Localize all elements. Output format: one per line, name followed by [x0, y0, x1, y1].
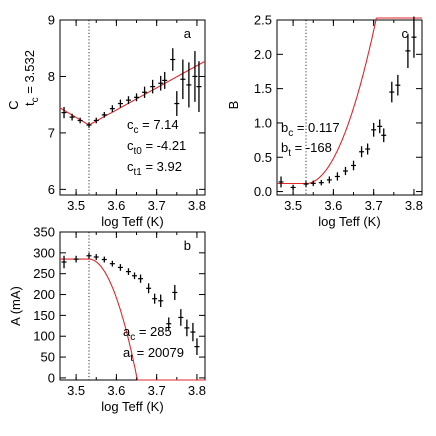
param-subscript: c	[30, 97, 41, 102]
param-value: = -168	[291, 140, 332, 155]
plot-frame	[59, 231, 206, 381]
x-tick-label: 3.7	[365, 198, 383, 213]
param-value: = 3.532	[22, 50, 37, 97]
param-symbol: b	[281, 140, 288, 155]
y-tick-label: 1.5	[254, 81, 272, 96]
y-tick-label: 350	[33, 225, 55, 240]
fit-parameter-label: bt = -168	[281, 140, 332, 159]
x-tick-label: 3.5	[67, 383, 85, 398]
param-symbol: c	[127, 117, 134, 132]
x-tick-label: 3.8	[188, 198, 206, 213]
y-tick-label: 0.0	[254, 184, 272, 199]
panel-b-plot: 3.5 3.6 3.7 3.8 0.0 0.5 1.0 1.5 2.0 2.5 log Teff (…	[226, 13, 423, 230]
y-tick-label: 1.0	[254, 115, 272, 130]
param-value: = 3.92	[142, 159, 182, 174]
param-subscript: c	[130, 332, 135, 343]
y-tick-label: 50	[41, 350, 55, 365]
y-tick-label: 9	[48, 13, 55, 28]
y-tick-label: 250	[33, 266, 55, 281]
param-symbol: b	[281, 120, 288, 135]
plot-frame	[59, 19, 206, 196]
param-subscript: c	[134, 125, 139, 136]
param-subscript: c	[288, 128, 293, 139]
vline-value-label: tc = 3.532	[22, 50, 41, 106]
x-tick-label: 3.7	[148, 383, 166, 398]
fit-parameter-label: ct0 = -4.21	[127, 138, 186, 157]
param-symbol: c	[127, 159, 134, 174]
y-tick-label: 8	[48, 69, 55, 84]
y-tick-label: 2.0	[254, 47, 272, 62]
y-tick-label: 0.5	[254, 150, 272, 165]
x-tick-label: 3.5	[67, 198, 85, 213]
x-tick-label: 3.8	[188, 383, 206, 398]
fit-parameter-label: at = 20079	[123, 345, 184, 364]
x-axis-label: log Teff (K)	[101, 399, 163, 414]
fit-parameter-label: ct1 = 3.92	[127, 159, 182, 178]
param-value: = 0.117	[293, 120, 339, 135]
y-tick-label: 2.5	[254, 13, 272, 28]
x-tick-label: 3.6	[324, 198, 342, 213]
y-tick-label: 200	[33, 287, 55, 302]
param-symbol: t	[22, 102, 37, 106]
y-axis-label: A (mA)	[8, 286, 23, 326]
plot-frame	[276, 19, 423, 196]
param-symbol: a	[123, 324, 131, 339]
y-axis-label: C	[6, 100, 21, 109]
param-value: = 20079	[133, 345, 184, 360]
y-tick-label: 150	[33, 308, 55, 323]
y-tick-label: 300	[33, 245, 55, 260]
x-axis-label: log Teff (K)	[101, 214, 163, 229]
param-subscript: t1	[134, 167, 143, 178]
param-subscript: t	[288, 148, 291, 159]
x-tick-label: 3.6	[107, 383, 125, 398]
x-tick-label: 3.6	[107, 198, 125, 213]
param-value: = -4.21	[142, 138, 186, 153]
panel-letter: a	[184, 26, 192, 41]
param-subscript: t	[130, 353, 133, 364]
x-tick-label: 3.8	[405, 198, 423, 213]
panel-a-plot: 3.5 3.6 3.7 3.8 0 50 100 150 200 250 300 350 log Tef…	[8, 225, 206, 415]
param-symbol: c	[127, 138, 134, 153]
y-tick-label: 0	[48, 370, 55, 385]
param-subscript: t0	[134, 146, 143, 157]
param-value: = 7.14	[139, 117, 179, 132]
y-tick-label: 100	[33, 329, 55, 344]
fit-parameter-label: bc = 0.117	[281, 120, 340, 139]
x-axis-label: log Teff (K)	[318, 214, 380, 229]
x-tick-label: 3.5	[284, 198, 302, 213]
panel-letter: b	[184, 238, 191, 253]
y-axis-label: B	[226, 101, 241, 110]
param-symbol: a	[123, 345, 131, 360]
fit-curve	[59, 60, 206, 126]
fit-parameter-label: cc = 7.14	[127, 117, 179, 136]
fit-curve	[277, 17, 422, 185]
fit-parameter-label: ac = 285	[123, 324, 172, 343]
y-tick-label: 6	[48, 182, 55, 197]
fit-curve	[60, 258, 205, 381]
y-tick-label: 7	[48, 125, 55, 140]
param-value: = 285	[135, 324, 172, 339]
x-tick-label: 3.7	[148, 198, 166, 213]
panel-letter: c	[402, 26, 409, 41]
